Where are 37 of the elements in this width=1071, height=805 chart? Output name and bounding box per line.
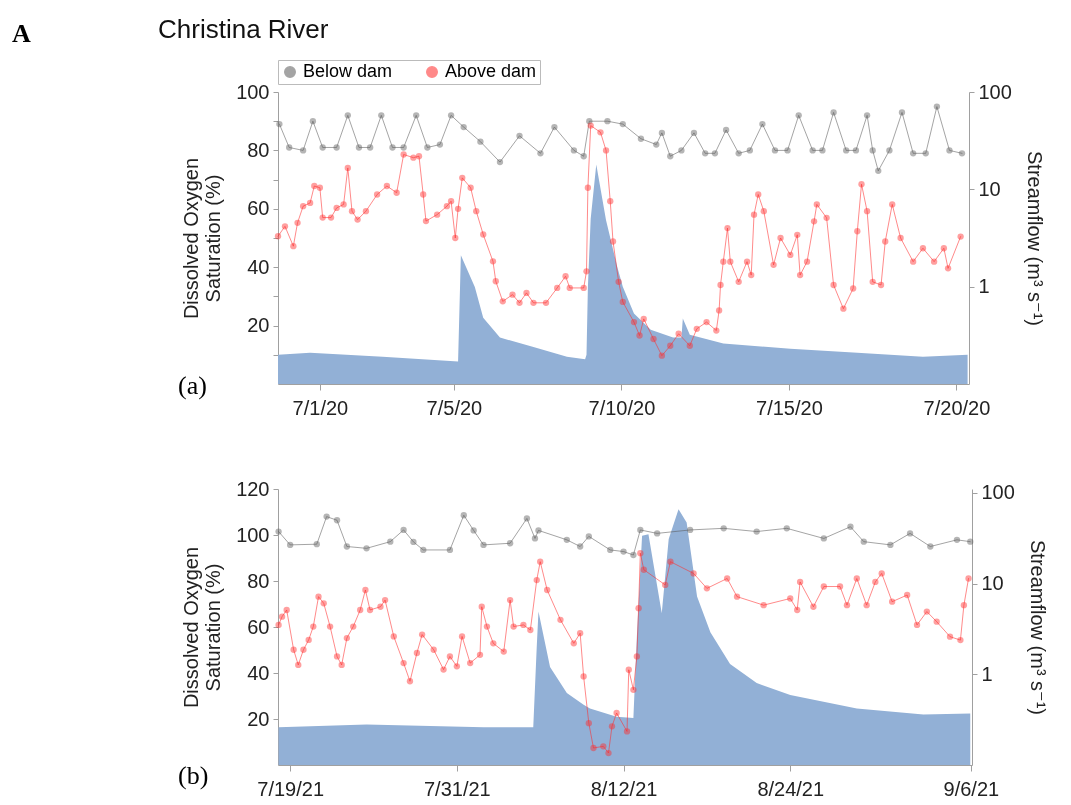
x-tick-label: 7/1/20 xyxy=(292,396,349,419)
x-tick-label: 8/12/21 xyxy=(590,777,658,800)
x-tick-label: 7/20/20 xyxy=(923,396,991,419)
text: (a) xyxy=(178,371,207,400)
x-tick-label: 7/15/20 xyxy=(756,396,823,419)
x-tick-label: 7/19/21 xyxy=(257,777,325,800)
y-tick-label: 80 xyxy=(247,138,270,161)
y-tick-label: 100 xyxy=(236,80,270,103)
y-tick-label: 60 xyxy=(247,197,270,220)
text: (b) xyxy=(178,761,209,790)
y-tick-label: 120 xyxy=(236,477,270,500)
y2-axis-title: Streamflow (m³ s⁻¹) xyxy=(1026,540,1049,715)
y-axis-title: Dissolved Oxygen Saturation (%) xyxy=(180,546,225,709)
y-tick-label: 20 xyxy=(247,314,270,337)
y-tick-label: 60 xyxy=(247,615,270,638)
x-tick-label: 9/6/21 xyxy=(943,777,1000,800)
y-axis-title: Dissolved Oxygen Saturation (%) xyxy=(180,157,225,320)
chart-title: Christina River xyxy=(158,14,329,44)
y-tick-label: 20 xyxy=(247,707,270,730)
y2-tick-label: 100 xyxy=(978,80,1012,103)
y-tick-label: 100 xyxy=(236,523,270,546)
x-tick-label: 8/24/21 xyxy=(757,777,825,800)
text: A xyxy=(12,19,31,48)
y2-axis-title: Streamflow (m³ s⁻¹) xyxy=(1023,151,1046,326)
y2-tick-label: 100 xyxy=(981,481,1015,504)
y2-tick-label: 10 xyxy=(978,177,1001,200)
legend-label: Below dam xyxy=(303,61,393,81)
y2-tick-label: 10 xyxy=(981,572,1004,594)
y2-tick-label: 1 xyxy=(981,662,993,685)
y-tick-label: 40 xyxy=(247,661,270,684)
y-tick-label: 80 xyxy=(247,569,270,592)
x-tick-label: 7/10/20 xyxy=(588,396,656,419)
y2-tick-label: 1 xyxy=(978,275,990,298)
x-tick-label: 7/31/21 xyxy=(423,777,491,800)
x-tick-label: 7/5/20 xyxy=(426,396,483,419)
y-tick-label: 40 xyxy=(247,255,270,278)
legend-label: Above dam xyxy=(445,61,537,81)
